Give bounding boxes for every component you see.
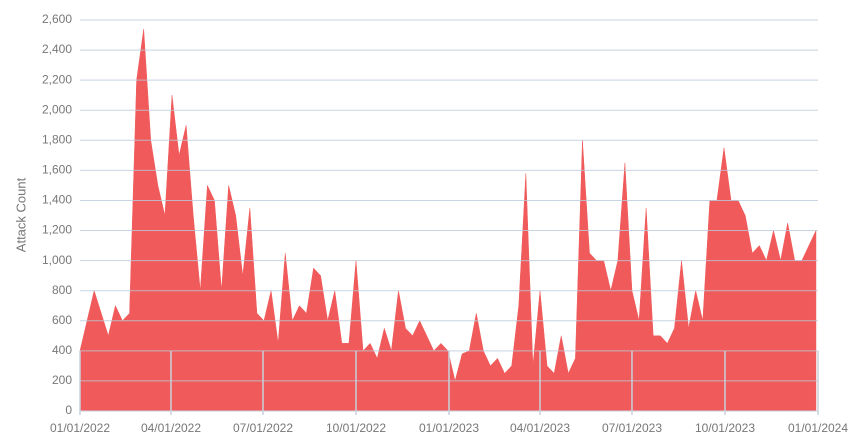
x-tick-label: 10/01/2022 <box>326 421 386 435</box>
y-tick-label: 0 <box>65 403 72 417</box>
y-tick-label: 2,000 <box>42 102 72 116</box>
x-tick-label: 10/01/2023 <box>695 421 755 435</box>
y-tick-label: 1,800 <box>42 132 72 146</box>
x-tick-label: 07/01/2023 <box>602 421 662 435</box>
y-tick-label: 1,400 <box>42 193 72 207</box>
y-axis-label: Attack Count <box>13 177 28 252</box>
y-tick-label: 2,400 <box>42 42 72 56</box>
x-tick-label: 01/01/2023 <box>419 421 479 435</box>
y-tick-label: 2,200 <box>42 72 72 86</box>
y-tick-label: 200 <box>52 373 72 387</box>
y-tick-label: 2,600 <box>42 12 72 26</box>
y-tick-label: 600 <box>52 313 72 327</box>
y-tick-label: 1,600 <box>42 163 72 177</box>
y-tick-label: 400 <box>52 343 72 357</box>
x-tick-label: 01/01/2022 <box>50 421 110 435</box>
x-tick-label: 01/01/2024 <box>788 421 848 435</box>
y-tick-label: 800 <box>52 283 72 297</box>
y-tick-label: 1,200 <box>42 223 72 237</box>
x-tick-label: 04/01/2023 <box>510 421 570 435</box>
area <box>79 28 817 412</box>
y-tick-label: 1,000 <box>42 253 72 267</box>
x-tick-label: 04/01/2022 <box>141 421 201 435</box>
x-tick-label: 07/01/2022 <box>233 421 293 435</box>
